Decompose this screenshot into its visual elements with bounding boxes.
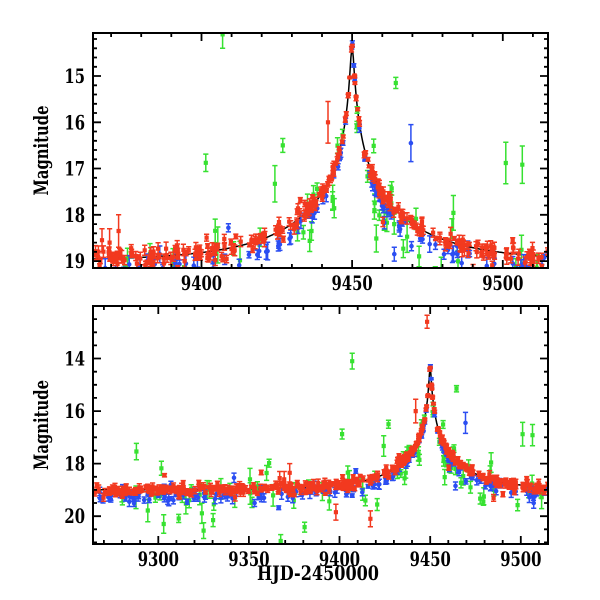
- y-axis-label: Magnitude: [29, 106, 53, 196]
- y-tick-label: 16: [64, 110, 85, 134]
- y-axis-label: Magnitude: [29, 380, 53, 470]
- x-tick-label: 9400: [181, 271, 222, 295]
- panel-top: 9400 9450 9500 15 16 17 18 19 Magnitude: [29, 32, 549, 295]
- y-tick-label: 14: [64, 347, 85, 371]
- series-green-markers: [125, 33, 539, 268]
- x-tick-label: 9300: [138, 547, 179, 571]
- y-tick-label: 18: [64, 203, 85, 227]
- x-tick-label: 9350: [228, 547, 269, 571]
- x-tick-label: 9500: [500, 547, 541, 571]
- x-tick-label: 9500: [482, 271, 523, 295]
- y-tick-label: 18: [64, 452, 85, 476]
- x-tick-label: 9450: [410, 547, 451, 571]
- x-tick-label: 9400: [319, 547, 360, 571]
- axis-ticks: [93, 33, 548, 268]
- y-tick-label: 15: [64, 64, 85, 88]
- model-curve: [93, 45, 548, 260]
- axis-ticks: [93, 306, 548, 544]
- x-tick-label: 9450: [332, 271, 373, 295]
- y-tick-label: 20: [64, 504, 85, 528]
- axis-box: [92, 32, 549, 269]
- series-green-errorbars: [119, 352, 545, 544]
- series-red-markers: [93, 43, 548, 268]
- y-tick-label: 17: [64, 157, 85, 181]
- y-tick-label: 19: [64, 249, 85, 273]
- x-axis-label: HJD-2450000: [257, 561, 379, 585]
- axis-box: [92, 305, 549, 545]
- series-green-markers: [119, 359, 544, 544]
- panel-bottom-data: [93, 314, 548, 544]
- y-tick-label: 16: [64, 399, 85, 423]
- panel-top-data: [93, 33, 548, 268]
- panel-bottom: 9300 9350 9400 9450 9500 14 16 18 20 Magnitude HJD…: [29, 305, 549, 585]
